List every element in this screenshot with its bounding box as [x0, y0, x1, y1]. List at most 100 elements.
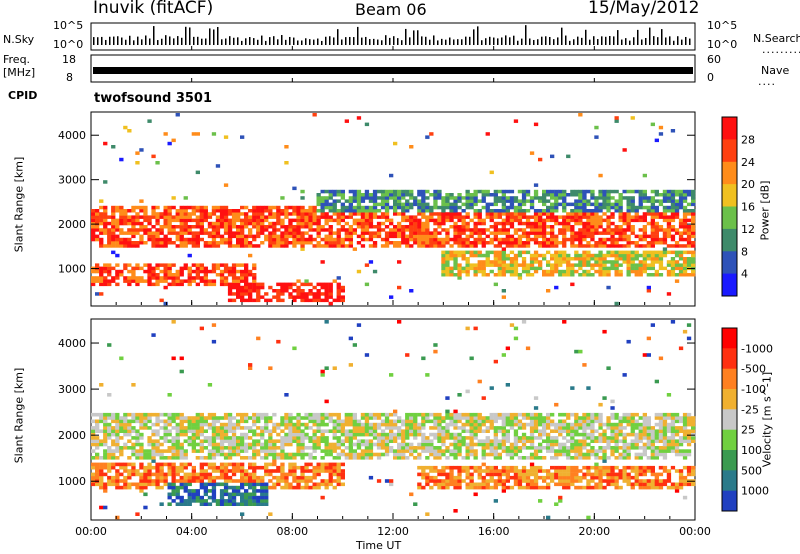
heatmap-cell — [429, 449, 434, 453]
heatmap-cell — [521, 209, 527, 213]
heatmap-cell — [558, 449, 563, 453]
heatmap-cell — [195, 499, 200, 503]
heatmap-cell — [421, 475, 426, 480]
heatmap-cell — [598, 446, 603, 450]
heatmap-cell — [147, 273, 152, 277]
heatmap-cell — [445, 250, 450, 255]
heatmap-cell — [421, 446, 426, 450]
heatmap-cell — [413, 196, 418, 200]
heatmap-cell — [445, 429, 450, 433]
heatmap-cell — [296, 479, 301, 483]
heatmap-cell — [590, 449, 595, 453]
heatmap-cell — [417, 485, 422, 490]
heatmap-cell — [389, 412, 394, 417]
heatmap-cell — [481, 449, 486, 453]
nsky-bar — [537, 39, 539, 45]
heatmap-cell — [236, 292, 241, 296]
heatmap-cell — [497, 221, 502, 226]
heatmap-cell — [570, 479, 575, 483]
heatmap-cell — [538, 266, 543, 271]
heatmap-cell — [376, 479, 382, 483]
heatmap-cell — [348, 336, 353, 341]
heatmap-cell — [292, 218, 297, 223]
nsky-bar — [225, 38, 227, 45]
nsky-bar — [253, 38, 255, 45]
heatmap-cell — [248, 492, 253, 497]
heatmap-cell — [598, 266, 603, 271]
heatmap-cell — [606, 250, 611, 255]
heatmap-cell — [292, 231, 297, 235]
heatmap-cell — [248, 495, 253, 500]
heatmap-cell — [240, 295, 245, 299]
heatmap-cell — [376, 442, 382, 447]
heatmap-cell — [296, 241, 301, 245]
heatmap-cell — [348, 452, 353, 457]
heatmap-cell — [409, 244, 414, 248]
heatmap-cell — [598, 273, 603, 277]
heatmap-cell — [276, 426, 281, 430]
heatmap-cell — [191, 269, 196, 274]
heatmap-cell — [662, 247, 668, 251]
heatmap-cell — [461, 196, 466, 200]
heatmap-cell — [356, 429, 362, 433]
heatmap-cell — [288, 241, 293, 245]
heatmap-cell — [264, 499, 269, 503]
heatmap-cell — [236, 492, 241, 497]
heatmap-cell — [582, 426, 587, 430]
heatmap-cell — [236, 276, 241, 280]
heatmap-cell — [397, 231, 402, 235]
heatmap-cell — [417, 218, 422, 223]
heatmap-cell — [401, 209, 406, 213]
heatmap-cell — [437, 449, 442, 453]
heatmap-cell — [328, 193, 333, 197]
heatmap-cell — [642, 269, 647, 274]
heatmap-cell — [244, 266, 249, 271]
heatmap-cell — [521, 266, 527, 271]
heatmap-cell — [417, 237, 422, 242]
heatmap-cell — [413, 215, 418, 219]
heatmap-cell — [175, 485, 180, 490]
heatmap-cell — [324, 234, 329, 239]
heatmap-cell — [598, 244, 603, 248]
heatmap-cell — [316, 482, 321, 487]
heatmap-cell — [119, 422, 124, 427]
heatmap-cell — [328, 301, 333, 306]
heatmap-cell — [364, 446, 370, 450]
heatmap-cell — [260, 442, 265, 447]
heatmap-cell — [606, 436, 611, 440]
heatmap-cell — [574, 429, 579, 433]
heatmap-cell — [324, 215, 329, 219]
heatmap-cell — [489, 485, 494, 490]
heatmap-cell — [670, 189, 676, 194]
heatmap-cell — [501, 225, 506, 229]
heatmap-cell — [344, 446, 349, 450]
nsky-bar — [313, 39, 315, 45]
heatmap-cell — [308, 212, 313, 216]
heatmap-cell — [276, 439, 281, 443]
heatmap-cell — [236, 282, 241, 287]
heatmap-cell — [538, 465, 543, 470]
nsky-bar — [429, 39, 431, 45]
heatmap-cell — [425, 231, 430, 235]
heatmap-cell — [421, 225, 426, 229]
heatmap-cell — [666, 189, 672, 194]
heatmap-cell — [574, 202, 579, 207]
heatmap-cell — [159, 237, 164, 242]
heatmap-cell — [344, 419, 349, 424]
heatmap-cell — [674, 266, 680, 271]
heatmap-cell — [203, 205, 208, 210]
heatmap-cell — [300, 241, 305, 245]
heatmap-cell — [219, 225, 225, 229]
heatmap-cell — [550, 465, 555, 470]
heatmap-cell — [284, 244, 289, 248]
heatmap-cell — [477, 412, 482, 417]
heatmap-cell — [127, 215, 132, 219]
heatmap-cell — [191, 225, 196, 229]
heatmap-cell — [686, 237, 692, 242]
heatmap-cell — [453, 215, 458, 219]
nsky-bar — [541, 36, 543, 45]
heatmap-cell — [207, 426, 213, 430]
heatmap-cell — [195, 432, 200, 437]
heatmap-cell — [284, 482, 289, 487]
heatmap-cell — [320, 439, 325, 443]
